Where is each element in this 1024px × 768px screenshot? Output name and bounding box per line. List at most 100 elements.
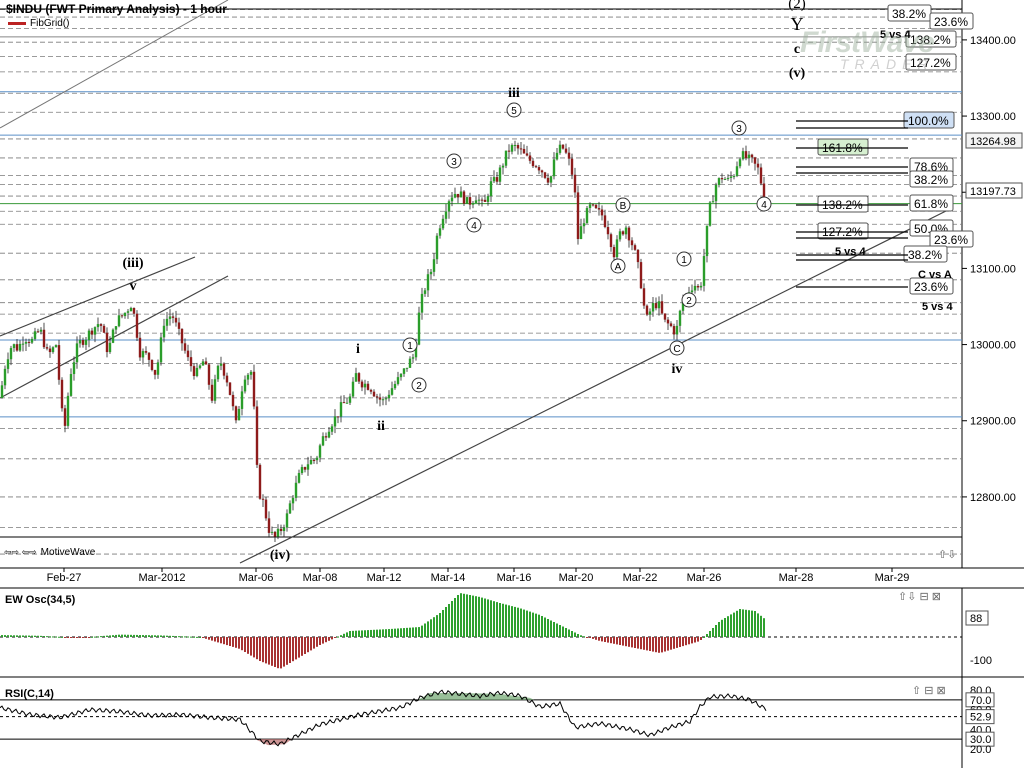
candle-body — [174, 317, 178, 323]
osc-bar — [763, 618, 765, 637]
candle-body — [69, 374, 73, 396]
osc-bar — [121, 634, 123, 637]
time-tick-label: Mar-14 — [431, 572, 466, 584]
osc-bar — [439, 613, 441, 637]
candle-body — [531, 160, 535, 167]
osc-bar — [319, 637, 321, 645]
candle-body — [183, 343, 187, 351]
wave-label: i — [356, 342, 360, 357]
candle-body — [270, 531, 274, 533]
osc-bar — [478, 596, 480, 637]
osc-bar — [511, 606, 513, 637]
candle-body — [255, 406, 259, 465]
osc-bar — [409, 627, 411, 637]
osc-bar — [574, 632, 576, 637]
candle-body — [369, 389, 373, 392]
osc-bar — [454, 598, 456, 637]
osc-bar — [70, 637, 72, 638]
osc-bar — [160, 635, 162, 637]
candle-body — [378, 397, 382, 400]
candle-body — [483, 199, 487, 202]
osc-bar — [91, 636, 93, 638]
osc-bar — [676, 637, 678, 648]
candle-body — [348, 396, 352, 403]
osc-bar — [82, 637, 84, 638]
osc-bar — [352, 630, 354, 637]
osc-bar — [598, 637, 600, 641]
osc-bar — [307, 637, 309, 653]
wave-circle-label: 4 — [761, 200, 767, 211]
osc-bar — [424, 623, 426, 637]
candle-body — [93, 327, 97, 335]
osc-bar — [298, 637, 300, 658]
candle-body — [720, 178, 724, 180]
candle-body — [141, 351, 145, 358]
osc-bar — [346, 632, 348, 637]
osc-bar — [508, 605, 510, 637]
candle-body — [249, 371, 253, 375]
fib-box-label: 23.6% — [934, 233, 968, 247]
osc-bar — [283, 637, 285, 667]
osc-bar — [697, 637, 699, 642]
osc-bar — [568, 629, 570, 637]
candle-body — [693, 285, 697, 291]
wave-label: (2) — [788, 0, 806, 12]
candle-body — [267, 518, 271, 533]
fib-note: 5 vs 4 — [922, 301, 953, 313]
osc-bar — [256, 637, 258, 660]
osc-bar — [277, 637, 279, 669]
candle-body — [738, 159, 742, 167]
candle-body — [534, 166, 538, 168]
candle-body — [90, 330, 94, 335]
osc-bar — [241, 637, 243, 651]
osc-bar — [496, 602, 498, 637]
candle-body — [411, 357, 415, 359]
osc-bar — [742, 609, 744, 637]
candle-body — [0, 385, 4, 398]
candle-body — [192, 366, 196, 377]
candle-body — [468, 197, 472, 205]
nav-arrows-icon[interactable]: ⇦⇨ ⇦⇨ — [4, 547, 37, 557]
osc-bar — [292, 637, 294, 662]
candle-body — [18, 343, 22, 351]
motivewave-label: ⇦⇨ ⇦⇨ MotiveWave — [4, 547, 95, 558]
candle-body — [732, 176, 736, 178]
osc-bar — [472, 595, 474, 637]
osc-bar — [232, 637, 234, 647]
osc-bar — [709, 631, 711, 637]
osc-bar — [637, 637, 639, 649]
rsi-level-box — [965, 731, 995, 747]
osc-bar — [265, 637, 267, 664]
candle-body — [456, 193, 460, 198]
candle-body — [195, 367, 199, 377]
osc-bar — [313, 637, 315, 649]
candle-body — [282, 527, 286, 532]
osc-bar — [679, 637, 681, 647]
trend-channel-line — [239, 207, 953, 564]
osc-bar — [700, 637, 702, 640]
candle-body — [489, 181, 493, 197]
osc-bar — [544, 617, 546, 637]
candle-body — [405, 367, 409, 369]
fib-box-label: 38.2% — [892, 7, 926, 21]
candle-body — [51, 347, 55, 353]
candle-body — [663, 313, 667, 320]
osc-controls-icon: ⇧⇩ ⊟ ⊠ — [898, 591, 941, 603]
osc-bar — [727, 616, 729, 637]
osc-bar — [421, 625, 423, 637]
osc-bar — [97, 636, 99, 638]
osc-bar — [490, 600, 492, 637]
osc-bar — [154, 635, 156, 637]
wave-circle-label: 5 — [511, 106, 517, 117]
wave-label: c — [794, 42, 800, 57]
wave-circle-label: B — [620, 201, 627, 212]
candle-body — [243, 379, 247, 392]
osc-bar — [142, 635, 144, 637]
candle-body — [261, 498, 265, 500]
fibgrid-legend[interactable]: FibGrid() — [8, 18, 69, 29]
fib-box-label: 100.0% — [908, 114, 949, 128]
candle-body — [258, 464, 262, 499]
candle-body — [567, 152, 571, 159]
osc-bar — [334, 637, 336, 638]
